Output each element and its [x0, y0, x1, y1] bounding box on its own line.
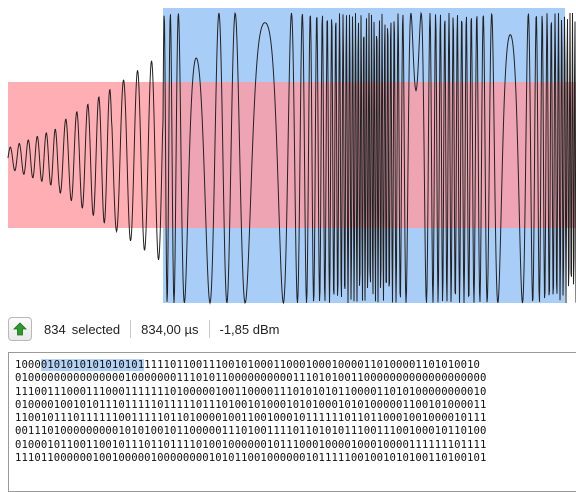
bits-unselected: 0011101000000000101010010110000011101001… — [15, 425, 487, 438]
waveform-canvas[interactable] — [0, 0, 576, 310]
bits-unselected: 0100010110011001011101101111010010000001… — [15, 438, 487, 451]
demod-band — [8, 82, 576, 228]
status-bar: 834 selected 834,00 µs -1,85 dBm — [0, 311, 576, 347]
up-arrow-icon — [13, 322, 27, 336]
bits-unselected: 1111011001110010100011000100010000110100… — [144, 359, 480, 371]
bits-panel[interactable]: 1000010101010101010111110110011100101000… — [8, 352, 576, 492]
bits-line: 1100101110111111001111101101000010011001… — [15, 412, 576, 425]
bits-selected: 0101010101010101 — [40, 359, 145, 371]
divider — [208, 320, 210, 338]
bits-unselected: 1000 — [15, 359, 41, 371]
bits-unselected: 0100000000000000010000000111010110000000… — [15, 372, 487, 385]
waveform-trace — [7, 11, 576, 305]
bits-line: 0100010110011001011101101111010010000001… — [15, 439, 576, 452]
selected-count: 834 — [44, 321, 66, 337]
bits-unselected: 1110110000001001000001000000001010110010… — [15, 452, 487, 465]
move-up-button[interactable] — [8, 317, 32, 341]
bits-line: 1000010101010101010111110110011100101000… — [15, 359, 576, 372]
bits-line: 0011101000000000101010010110000011101001… — [15, 425, 576, 438]
bits-text[interactable]: 1000010101010101010111110110011100101000… — [9, 353, 576, 465]
bits-line: 1110110000001001000001000000001010110010… — [15, 452, 576, 465]
bits-unselected: 0100001001010111011111011111011101001010… — [15, 398, 487, 411]
bits-unselected: 1110011100011100011111110100000100110000… — [15, 385, 487, 398]
bits-unselected: 1100101110111111001111101101000010011001… — [15, 412, 487, 425]
bits-line: 1110011100011100011111110100000100110000… — [15, 386, 576, 399]
signal-power: -1,85 dBm — [219, 321, 280, 337]
bits-line: 0100000000000000010000000111010110000000… — [15, 372, 576, 385]
selected-label: selected — [71, 321, 121, 337]
bits-line: 0100001001010111011111011111011101001010… — [15, 399, 576, 412]
selection-duration: 834,00 µs — [141, 321, 199, 337]
divider — [130, 320, 132, 338]
signal-view[interactable] — [0, 0, 576, 310]
